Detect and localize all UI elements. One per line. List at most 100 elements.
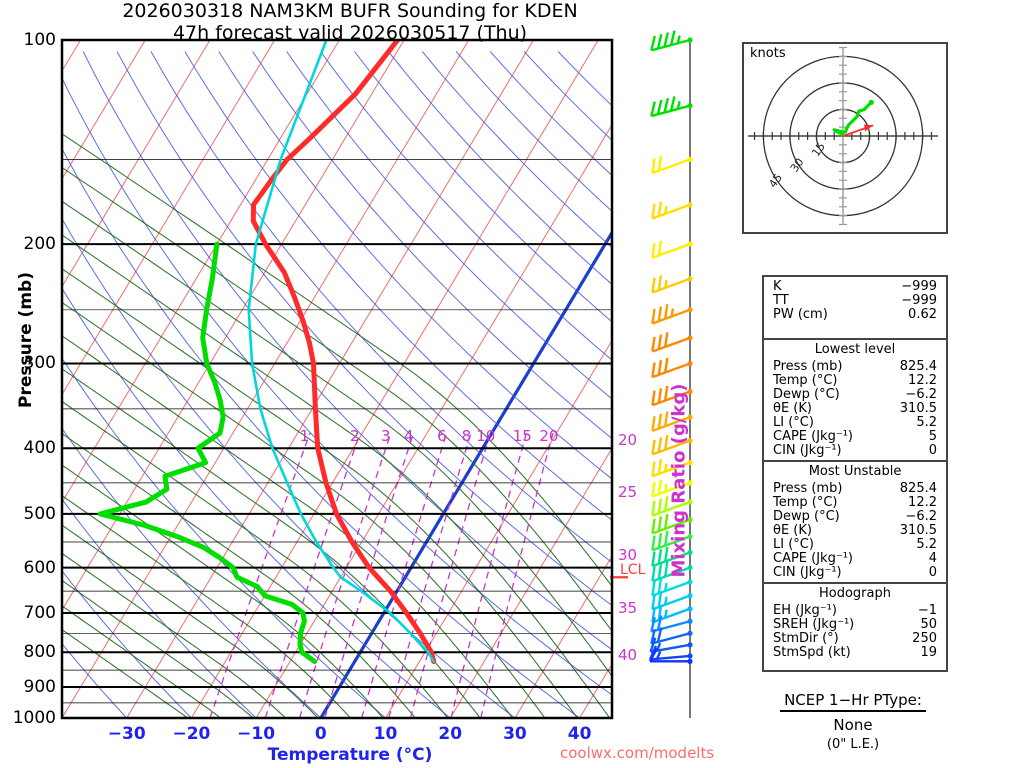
lowest-level-label: Press (mb) xyxy=(773,359,843,374)
hodograph-stats-panel: Hodograph EH (Jkg⁻¹) −1 SREH (Jkg⁻¹) 50 StmD… xyxy=(762,582,948,672)
height-tick-30: 30 xyxy=(618,546,638,564)
pressure-tick-1000: 1000 xyxy=(12,708,56,728)
most-unstable-row: CAPE (Jkg⁻¹) 4 xyxy=(764,552,946,566)
ptype-value: None xyxy=(833,716,873,734)
lowest-level-row: CIN (Jkg⁻¹) 0 xyxy=(764,444,946,458)
most-unstable-label: Temp (°C) xyxy=(773,495,838,510)
most-unstable-value: 310.5 xyxy=(899,523,937,538)
lowest-level-row: Dewp (°C) −6.2 xyxy=(764,388,946,402)
index-row: K −999 xyxy=(764,280,946,294)
lowest-level-value: −6.2 xyxy=(905,387,937,402)
mixing-ratio-tick-8: 8 xyxy=(461,427,472,445)
index-value: −999 xyxy=(901,293,937,308)
temperature-tick-neg20: −20 xyxy=(172,724,211,744)
mixing-ratio-tick-2: 2 xyxy=(349,427,360,445)
indices-panel: K −999 TT −999 PW (cm) 0.62 xyxy=(762,275,948,342)
height-tick-35: 35 xyxy=(618,599,638,617)
lowest-level-row: Temp (°C) 12.2 xyxy=(764,374,946,388)
most-unstable-row: Dewp (°C) −6.2 xyxy=(764,510,946,524)
lcl-label: LCL xyxy=(620,562,646,578)
height-tick-25: 25 xyxy=(618,483,638,501)
hodograph-stat-row: SREH (Jkg⁻¹) 50 xyxy=(764,618,946,632)
most-unstable-row: Press (mb) 825.4 xyxy=(764,482,946,496)
pressure-tick-700: 700 xyxy=(23,602,56,623)
height-tick-20: 20 xyxy=(618,431,638,449)
most-unstable-value: 0 xyxy=(928,565,937,580)
temperature-tick-0: 0 xyxy=(314,724,327,744)
lowest-level-label: LI (°C) xyxy=(773,415,814,430)
ptype-header: NCEP 1−Hr PType: xyxy=(780,691,926,712)
lowest-level-header: Lowest level xyxy=(814,342,896,357)
most-unstable-value: 5.2 xyxy=(916,537,937,552)
height-tick-40: 40 xyxy=(618,646,638,664)
lowest-level-row: Press (mb) 825.4 xyxy=(764,360,946,374)
ptype-accumulation: (0" L.E.) xyxy=(826,737,880,752)
hodograph-panel: 15 30 45 knots xyxy=(742,42,948,234)
index-value: 0.62 xyxy=(908,307,937,322)
hodograph-units-label: knots xyxy=(750,46,786,61)
mixing-ratio-tick-20: 20 xyxy=(539,427,559,445)
hodograph-stat-label: SREH (Jkg⁻¹) xyxy=(773,617,855,632)
lowest-level-value: 12.2 xyxy=(908,373,937,388)
mixing-ratio-tick-3: 3 xyxy=(381,427,391,445)
most-unstable-row: θE (K) 310.5 xyxy=(764,524,946,538)
mixing-ratio-tick-6: 6 xyxy=(437,427,447,445)
most-unstable-label: CAPE (Jkg⁻¹) xyxy=(773,551,853,566)
most-unstable-row: CIN (Jkg⁻¹) 0 xyxy=(764,566,946,580)
mixing-ratio-tick-4: 4 xyxy=(403,427,414,445)
temperature-tick-40: 40 xyxy=(567,724,592,744)
pressure-tick-200: 200 xyxy=(23,234,56,255)
title-line-2: 47h forecast valid 2026030517 (Thu) xyxy=(172,22,528,44)
hodograph-stat-label: StmDir (°) xyxy=(773,631,839,646)
most-unstable-label: Dewp (°C) xyxy=(773,509,840,524)
hodograph-stat-row: StmDir (°) 250 xyxy=(764,632,946,646)
most-unstable-value: 12.2 xyxy=(908,495,937,510)
hodograph-stat-row: StmSpd (kt) 19 xyxy=(764,646,946,660)
page-title: 2026030318 NAM3KM BUFR Sounding for KDEN… xyxy=(0,0,700,44)
hodograph-stat-label: EH (Jkg⁻¹) xyxy=(773,603,837,618)
temperature-tick-10: 10 xyxy=(373,724,398,744)
index-label: K xyxy=(773,279,782,294)
most-unstable-label: Press (mb) xyxy=(773,481,843,496)
mixing-ratio-tick-15: 15 xyxy=(512,427,532,445)
pressure-tick-500: 500 xyxy=(23,503,56,524)
most-unstable-row: Temp (°C) 12.2 xyxy=(764,496,946,510)
hodograph-stat-value: 19 xyxy=(920,645,937,660)
mixing-ratio-axis-label: Mixing Ratio (g/kg) xyxy=(668,383,690,578)
lowest-level-value: 310.5 xyxy=(899,401,937,416)
hodograph-stat-label: StmSpd (kt) xyxy=(773,645,851,660)
lowest-level-label: θE (K) xyxy=(773,401,812,416)
mixing-ratio-tick-10: 10 xyxy=(476,427,496,445)
pressure-tick-100: 100 xyxy=(23,30,56,50)
pressure-tick-300: 300 xyxy=(23,353,56,374)
lowest-level-label: Dewp (°C) xyxy=(773,387,840,402)
temperature-tick-30: 30 xyxy=(503,724,527,744)
most-unstable-panel: Most Unstable Press (mb) 825.4 Temp (°C) 12… xyxy=(762,460,948,586)
pressure-tick-900: 900 xyxy=(23,676,56,697)
lowest-level-value: 0 xyxy=(928,443,937,458)
mixing-ratio-tick-1: 1 xyxy=(299,427,310,445)
pressure-tick-800: 800 xyxy=(23,642,56,663)
pressure-tick-600: 600 xyxy=(23,557,56,578)
most-unstable-label: CIN (Jkg⁻¹) xyxy=(773,565,842,580)
index-value: −999 xyxy=(901,279,937,294)
pressure-tick-400: 400 xyxy=(23,438,56,459)
most-unstable-value: 825.4 xyxy=(899,481,937,496)
lowest-level-value: 5.2 xyxy=(916,415,937,430)
lowest-level-label: CAPE (Jkg⁻¹) xyxy=(773,429,853,444)
temperature-tick-20: 20 xyxy=(438,724,463,744)
index-row: PW (cm) 0.62 xyxy=(764,308,946,322)
most-unstable-label: LI (°C) xyxy=(773,537,814,552)
index-label: TT xyxy=(773,293,789,308)
lowest-level-row: CAPE (Jkg⁻¹) 5 xyxy=(764,430,946,444)
hodograph-stat-value: 50 xyxy=(920,617,937,632)
most-unstable-value: 4 xyxy=(928,551,937,566)
temperature-tick-neg30: −30 xyxy=(107,724,146,744)
lowest-level-panel: Lowest level Press (mb) 825.4 Temp (°C) 12.… xyxy=(762,338,948,464)
lowest-level-row: θE (K) 310.5 xyxy=(764,402,946,416)
hodograph-stat-row: EH (Jkg⁻¹) −1 xyxy=(764,604,946,618)
lowest-level-row: LI (°C) 5.2 xyxy=(764,416,946,430)
